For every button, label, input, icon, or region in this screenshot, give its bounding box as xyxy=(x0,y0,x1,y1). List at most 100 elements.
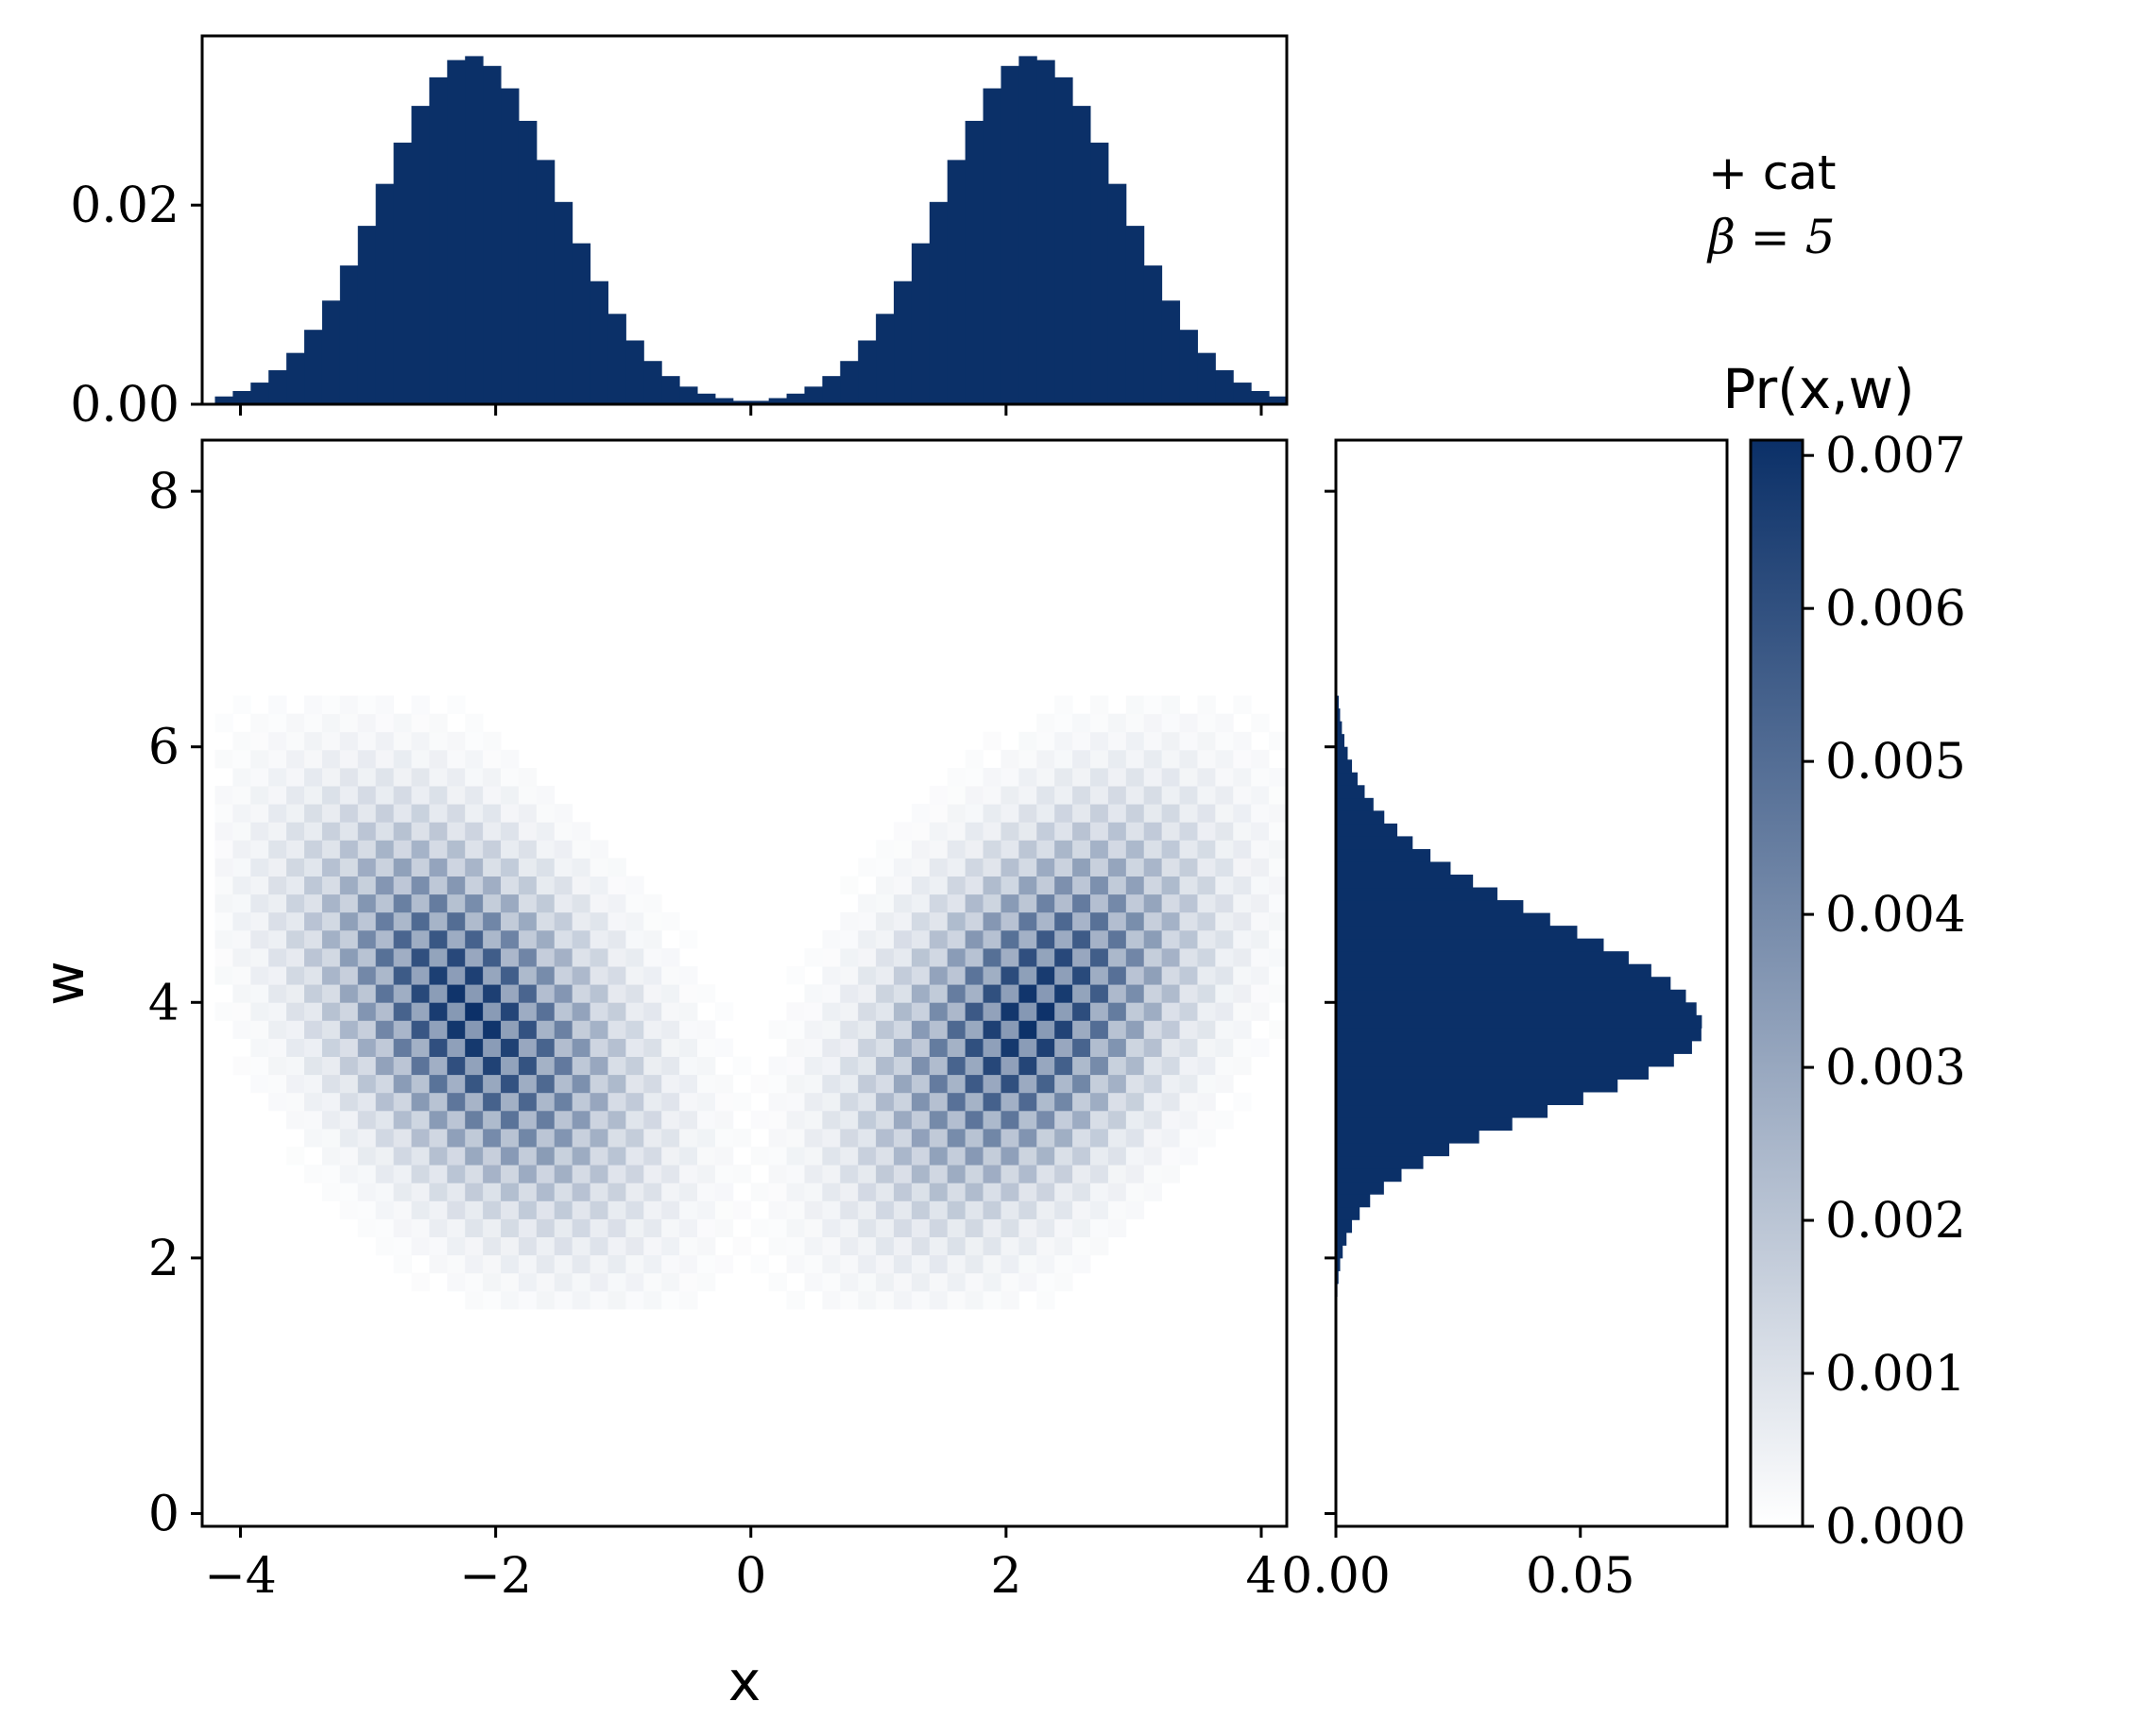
heatmap-cell xyxy=(822,1092,841,1112)
heatmap-cell xyxy=(357,840,377,859)
heatmap-cell xyxy=(607,947,626,967)
heatmap-cell xyxy=(536,1183,556,1201)
heatmap-cell xyxy=(1197,1129,1216,1148)
heatmap-cell xyxy=(1125,929,1145,949)
heatmap-cell xyxy=(1179,929,1198,949)
heatmap-cell xyxy=(911,1020,931,1039)
heatmap-cell xyxy=(536,1020,556,1039)
heatmap-cell xyxy=(625,1236,644,1256)
heatmap-cell xyxy=(572,1200,590,1219)
heatmap-cell xyxy=(321,786,341,805)
heatmap-cell xyxy=(250,1056,269,1076)
heatmap-cell xyxy=(501,1236,520,1256)
heatmap-cell xyxy=(536,1110,556,1130)
heatmap-cell xyxy=(947,1074,966,1094)
heatmap-cell xyxy=(1197,1020,1216,1039)
heatmap-cell xyxy=(357,1129,377,1148)
heatmap-cell xyxy=(429,1002,448,1021)
heatmap-cell xyxy=(250,929,269,949)
heatmap-cell xyxy=(947,984,966,1003)
heatmap-cell xyxy=(214,858,233,877)
heatmap-cell xyxy=(1036,786,1055,805)
heatmap-cell xyxy=(1090,947,1109,967)
heatmap-cell xyxy=(625,1020,644,1039)
marginal-x-histogram: 0.000.02 xyxy=(70,34,1289,434)
heatmap-cell xyxy=(894,1002,913,1021)
heatmap-cell xyxy=(1233,966,1252,985)
heatmap-cell xyxy=(339,1129,359,1148)
marginal-w-bar xyxy=(1336,695,1340,709)
heatmap-cell xyxy=(393,1038,412,1057)
heatmap-cell xyxy=(822,947,841,967)
heatmap-cell xyxy=(1179,1074,1198,1094)
heatmap-cell xyxy=(1125,1074,1145,1094)
heatmap-cell xyxy=(1197,1002,1216,1021)
heatmap-cell xyxy=(1107,1074,1127,1094)
heatmap-cell xyxy=(607,984,626,1003)
heatmap-cell xyxy=(1001,966,1019,985)
heatmap-cell xyxy=(1018,911,1037,931)
heatmap-cell xyxy=(911,966,931,985)
heatmap-cell xyxy=(911,929,931,949)
heatmap-cell xyxy=(572,894,590,913)
heatmap-cell xyxy=(411,731,430,751)
heatmap-cell xyxy=(1036,1092,1055,1112)
heatmap-cell xyxy=(465,1236,484,1256)
marginal-x-bar xyxy=(411,106,430,405)
heatmap-cell xyxy=(536,947,556,967)
heatmap-cell xyxy=(643,1165,662,1183)
heatmap-cell xyxy=(625,1129,644,1148)
heatmap-cell xyxy=(1269,984,1288,1003)
heatmap-cell xyxy=(411,1236,430,1256)
marginal-x-bar xyxy=(393,143,412,404)
heatmap-cell xyxy=(1001,1272,1019,1292)
heatmap-cell xyxy=(393,804,412,823)
heatmap-cell xyxy=(483,731,502,751)
heatmap-cell xyxy=(590,947,608,967)
colorbar-gradient xyxy=(1751,440,1803,1526)
heatmap-cell xyxy=(947,822,966,841)
heatmap-cell xyxy=(411,894,430,913)
heatmap-cell xyxy=(357,911,377,931)
heatmap-cell xyxy=(536,804,556,823)
heatmap-cell xyxy=(804,1056,823,1076)
marginal-x-bar xyxy=(894,281,913,404)
heatmap-cell xyxy=(911,1236,931,1256)
heatmap-cell xyxy=(804,1272,823,1292)
heatmap-cell xyxy=(1233,911,1252,931)
heatmap-cell xyxy=(1054,749,1073,769)
marginal-x-bar xyxy=(876,314,895,404)
heatmap-cell xyxy=(983,1147,1001,1166)
heatmap-cell xyxy=(339,1200,359,1219)
heatmap-cell xyxy=(1072,713,1091,733)
heatmap-cell xyxy=(465,822,484,841)
heatmap-cell xyxy=(232,1002,251,1021)
heatmap-cell xyxy=(1036,1236,1055,1256)
heatmap-cell xyxy=(465,1290,484,1310)
heatmap-cell xyxy=(393,731,412,751)
heatmap-cell xyxy=(483,840,502,859)
heatmap-cell xyxy=(429,1183,448,1201)
heatmap-cell xyxy=(572,1110,590,1130)
heatmap-cell xyxy=(1054,1056,1073,1076)
marginal-w-bar xyxy=(1336,1245,1343,1259)
heatmap-cell xyxy=(1143,767,1163,787)
marginal-x-bar xyxy=(750,400,770,404)
heatmap-cell xyxy=(661,1074,680,1094)
heatmap-cell xyxy=(965,876,983,895)
heatmap-cell xyxy=(1161,1020,1180,1039)
heatmap-cell xyxy=(232,695,251,715)
heatmap-cell xyxy=(858,1254,877,1274)
heatmap-cell xyxy=(250,911,269,931)
heatmap-cell xyxy=(375,1002,394,1021)
heatmap-cell xyxy=(321,731,341,751)
heatmap-cell xyxy=(357,1165,377,1183)
heatmap-cell xyxy=(1179,966,1198,985)
heatmap-cell xyxy=(321,894,341,913)
heatmap-cell xyxy=(483,1020,502,1039)
heatmap-cell xyxy=(661,1056,680,1076)
heatmap-cell xyxy=(643,947,662,967)
heatmap-cell xyxy=(1143,731,1163,751)
heatmap-cell xyxy=(768,1092,787,1112)
heatmap-cell xyxy=(339,749,359,769)
